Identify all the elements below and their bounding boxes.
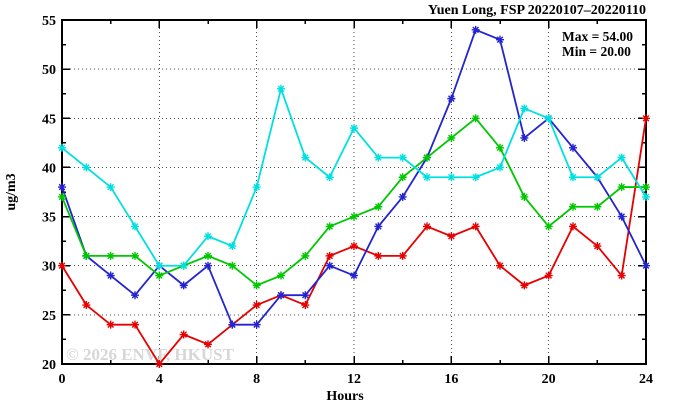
- y-tick-label-25: 25: [42, 309, 56, 324]
- series-blue: [58, 25, 650, 329]
- series-cyan: [58, 84, 650, 270]
- chart-title: Yuen Long, FSP 20220107–20220110: [428, 3, 646, 18]
- x-tick-label-24: 24: [639, 372, 653, 387]
- y-axis-label: ug/m3: [4, 173, 19, 210]
- watermark: © 2026 ENVF, HKUST: [66, 345, 235, 364]
- axis-ticks: [61, 19, 647, 365]
- x-tick-label-12: 12: [347, 372, 361, 387]
- grid-lines: [62, 20, 646, 364]
- tick-labels: 0 4 8 12 16 20 24 20 25 30 35 40 45 50 55: [42, 14, 653, 387]
- x-tick-label-8: 8: [253, 372, 260, 387]
- annotation-min: Min = 20.00: [562, 44, 631, 59]
- x-tick-label-20: 20: [542, 372, 556, 387]
- series-cyan-line: [61, 87, 647, 267]
- series-red-line: [61, 118, 647, 365]
- y-tick-label-55: 55: [42, 14, 56, 29]
- series-cyan-markers: [58, 84, 650, 270]
- y-tick-label-20: 20: [42, 358, 56, 373]
- annotation-max: Max = 54.00: [562, 29, 633, 44]
- x-tick-label-0: 0: [59, 372, 66, 387]
- series-blue-markers: [58, 25, 650, 329]
- x-tick-label-4: 4: [156, 372, 163, 387]
- y-tick-label-50: 50: [42, 63, 56, 78]
- x-tick-label-16: 16: [444, 372, 458, 387]
- y-tick-label-40: 40: [42, 161, 56, 176]
- data-series: [58, 25, 650, 368]
- y-tick-label-45: 45: [42, 112, 56, 127]
- x-axis-label: Hours: [326, 389, 364, 404]
- y-tick-label-30: 30: [42, 260, 56, 275]
- series-red-markers: [58, 114, 650, 368]
- series-red: [58, 114, 650, 368]
- y-tick-label-35: 35: [42, 211, 56, 226]
